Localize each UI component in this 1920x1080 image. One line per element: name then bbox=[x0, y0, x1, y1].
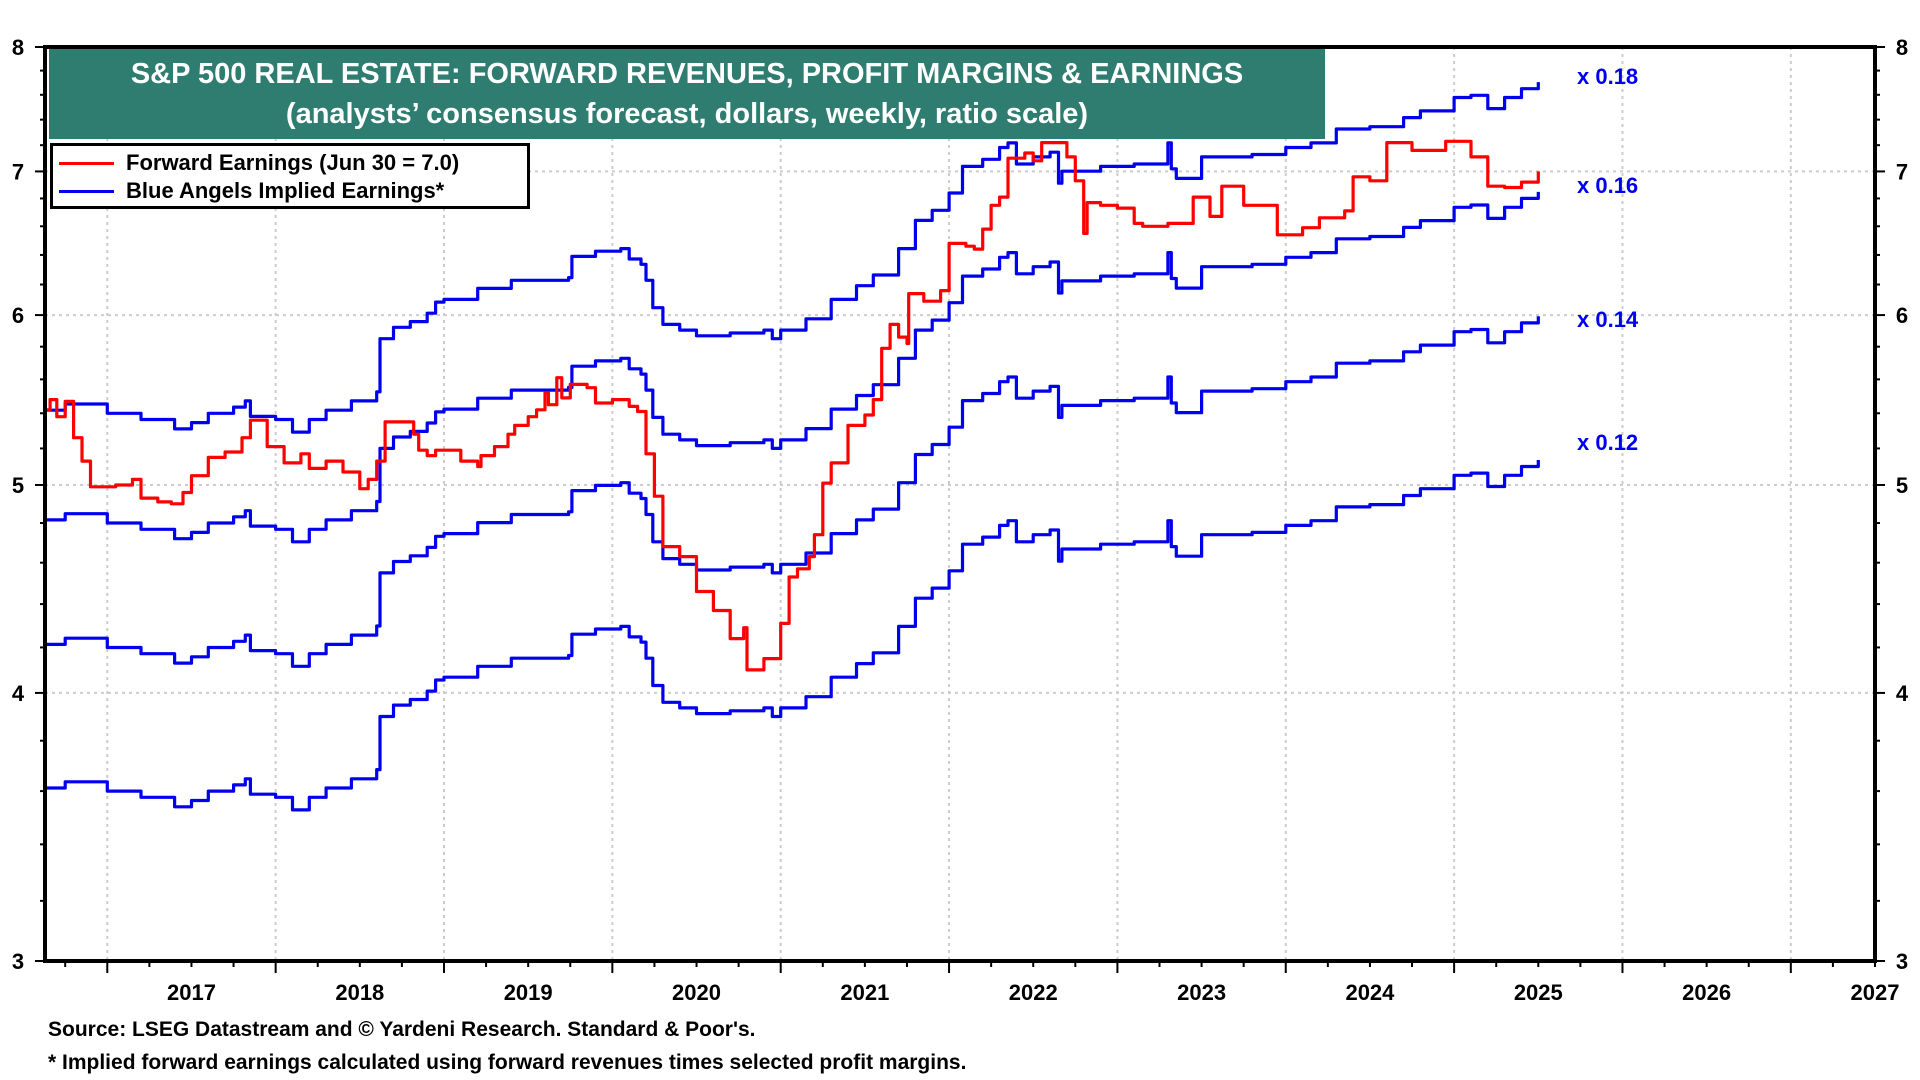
margin-label-018: x 0.18 bbox=[1577, 64, 1639, 89]
y-tick-label-right: 5 bbox=[1896, 473, 1908, 498]
axes: 3 3 4 4 5 5 6 6 7 7 8 8 2017 2018 2019 2020 2021 2022 2023… bbox=[12, 35, 1909, 1005]
y-tick-label-left: 5 bbox=[12, 473, 24, 498]
series bbox=[45, 82, 1540, 812]
y-tick-label-right: 4 bbox=[1896, 681, 1909, 706]
implied-earnings-line-014 bbox=[45, 316, 1540, 668]
chart-subtitle: (analysts’ consensus forecast, dollars, … bbox=[285, 98, 1089, 130]
chart-title-banner: S&P 500 REAL ESTATE: FORWARD REVENUES, P… bbox=[49, 49, 1325, 139]
x-tick-label: 2017 bbox=[167, 980, 216, 1005]
x-tick-label: 2020 bbox=[672, 980, 721, 1005]
y-tick-label-left: 8 bbox=[12, 35, 24, 60]
y-tick-label-left: 6 bbox=[12, 303, 24, 328]
forward-earnings-line bbox=[45, 139, 1540, 672]
gridlines bbox=[45, 47, 1875, 961]
x-tick-label: 2024 bbox=[1345, 980, 1395, 1005]
implied-earnings-line-012 bbox=[45, 460, 1540, 812]
legend: Forward Earnings (Jun 30 = 7.0) Blue Ang… bbox=[50, 143, 530, 209]
y-tick-label-left: 3 bbox=[12, 949, 24, 974]
x-tick-label: 2027 bbox=[1851, 980, 1900, 1005]
y-tick-label-left: 7 bbox=[12, 159, 24, 184]
margin-label-014: x 0.14 bbox=[1577, 307, 1639, 332]
y-tick-label-right: 7 bbox=[1896, 159, 1908, 184]
x-tick-label: 2022 bbox=[1009, 980, 1058, 1005]
y-tick-label-left: 4 bbox=[12, 681, 25, 706]
legend-swatch-red bbox=[59, 161, 114, 165]
legend-swatch-blue bbox=[59, 189, 114, 193]
x-tick-label: 2019 bbox=[504, 980, 553, 1005]
plot-frame bbox=[43, 45, 1877, 963]
source-note: Source: LSEG Datastream and © Yardeni Re… bbox=[48, 1018, 756, 1041]
x-tick-label: 2023 bbox=[1177, 980, 1226, 1005]
x-tick-label: 2025 bbox=[1514, 980, 1563, 1005]
footnote: * Implied forward earnings calculated us… bbox=[48, 1051, 967, 1074]
legend-label: Forward Earnings (Jun 30 = 7.0) bbox=[126, 150, 460, 175]
x-tick-label: 2026 bbox=[1682, 980, 1731, 1005]
implied-earnings-line-018 bbox=[45, 82, 1540, 434]
chart-title: S&P 500 REAL ESTATE: FORWARD REVENUES, P… bbox=[130, 58, 1244, 90]
legend-label: Blue Angels Implied Earnings* bbox=[126, 178, 445, 203]
legend-item-implied-earnings: Blue Angels Implied Earnings* bbox=[59, 177, 527, 205]
y-tick-label-right: 8 bbox=[1896, 35, 1908, 60]
x-tick-label: 2021 bbox=[840, 980, 889, 1005]
y-tick-label-right: 3 bbox=[1896, 949, 1908, 974]
implied-earnings-line-016 bbox=[45, 191, 1540, 544]
y-tick-label-right: 6 bbox=[1896, 303, 1908, 328]
legend-item-forward-earnings: Forward Earnings (Jun 30 = 7.0) bbox=[59, 149, 527, 177]
x-tick-label: 2018 bbox=[335, 980, 384, 1005]
margin-label-016: x 0.16 bbox=[1577, 173, 1639, 198]
margin-label-012: x 0.12 bbox=[1577, 430, 1639, 455]
